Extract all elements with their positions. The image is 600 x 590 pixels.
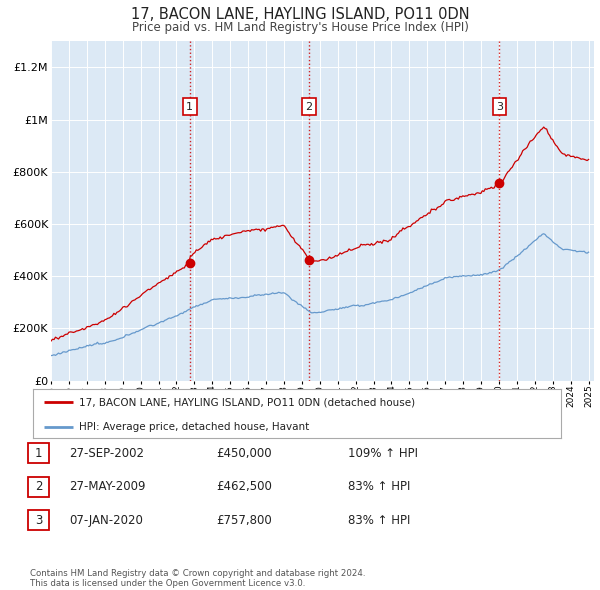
Text: £450,000: £450,000: [216, 447, 272, 460]
Text: 27-MAY-2009: 27-MAY-2009: [69, 480, 146, 493]
Text: 3: 3: [496, 101, 503, 112]
Text: 83% ↑ HPI: 83% ↑ HPI: [348, 480, 410, 493]
Text: £757,800: £757,800: [216, 514, 272, 527]
Text: 83% ↑ HPI: 83% ↑ HPI: [348, 514, 410, 527]
Text: HPI: Average price, detached house, Havant: HPI: Average price, detached house, Hava…: [79, 422, 310, 432]
Text: 07-JAN-2020: 07-JAN-2020: [69, 514, 143, 527]
Text: 2: 2: [35, 480, 42, 493]
Text: £462,500: £462,500: [216, 480, 272, 493]
Text: 27-SEP-2002: 27-SEP-2002: [69, 447, 144, 460]
Text: 109% ↑ HPI: 109% ↑ HPI: [348, 447, 418, 460]
Text: Price paid vs. HM Land Registry's House Price Index (HPI): Price paid vs. HM Land Registry's House …: [131, 21, 469, 34]
Text: Contains HM Land Registry data © Crown copyright and database right 2024.
This d: Contains HM Land Registry data © Crown c…: [30, 569, 365, 588]
Text: 17, BACON LANE, HAYLING ISLAND, PO11 0DN: 17, BACON LANE, HAYLING ISLAND, PO11 0DN: [131, 8, 469, 22]
Text: 2: 2: [305, 101, 313, 112]
Text: 17, BACON LANE, HAYLING ISLAND, PO11 0DN (detached house): 17, BACON LANE, HAYLING ISLAND, PO11 0DN…: [79, 398, 416, 408]
Text: 3: 3: [35, 514, 42, 527]
Text: 1: 1: [35, 447, 42, 460]
Text: 1: 1: [186, 101, 193, 112]
